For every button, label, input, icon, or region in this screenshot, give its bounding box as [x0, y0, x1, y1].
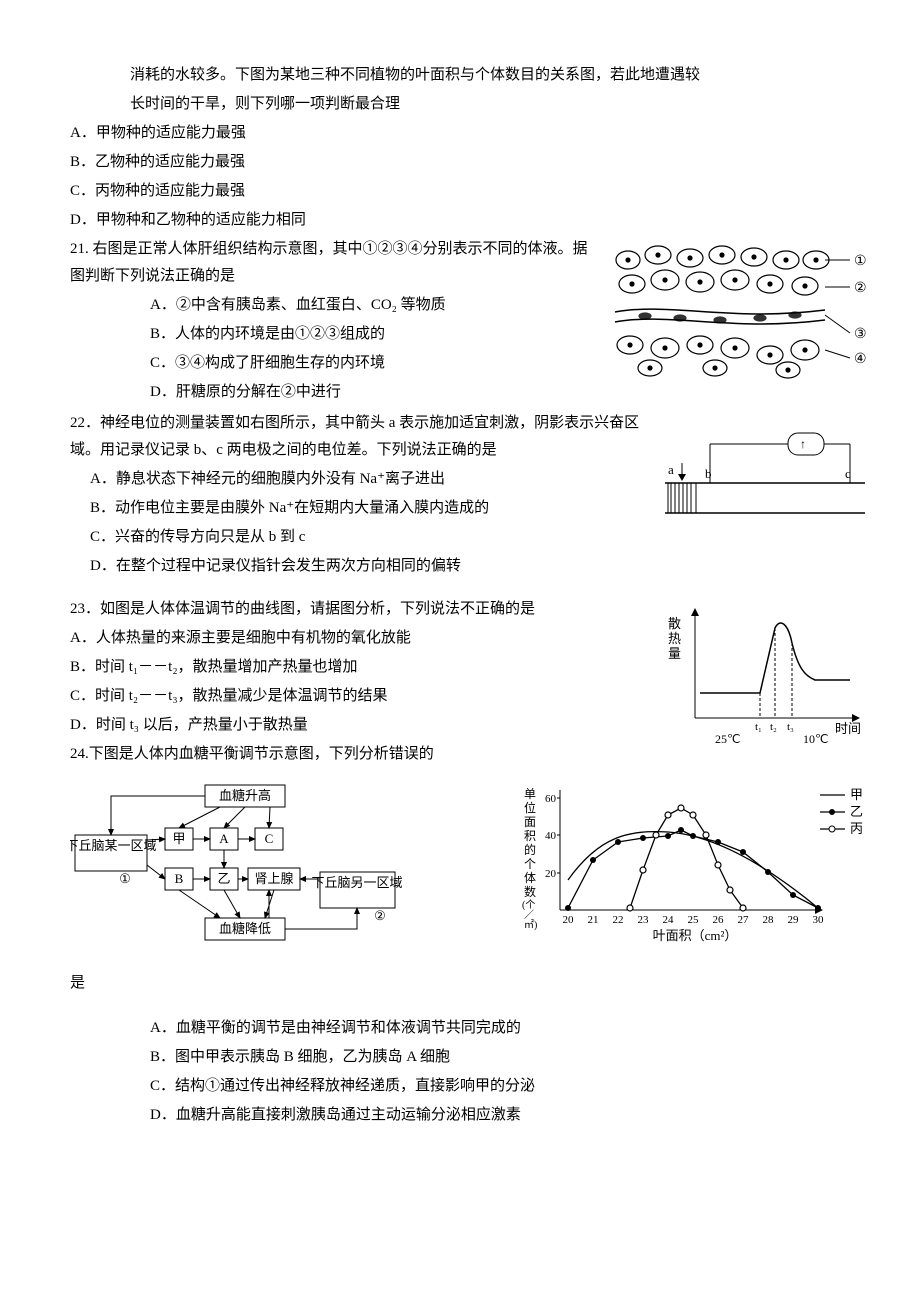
svg-text:血糖升高: 血糖升高: [219, 788, 271, 803]
q22-meter-arrow: ↑: [800, 437, 806, 451]
svg-text:29: 29: [788, 914, 800, 926]
svg-text:单: 单: [524, 787, 536, 801]
svg-text:21: 21: [588, 914, 599, 926]
q23-y3: 量: [668, 646, 681, 661]
q23-t3: t₃: [787, 721, 794, 733]
q22-figure: ↑ a b c: [660, 428, 870, 538]
q22-label-b: b: [705, 466, 712, 481]
svg-text:C: C: [265, 831, 274, 846]
svg-text:血糖降低: 血糖降低: [219, 921, 271, 936]
q22-option-D: D．在整个过程中记录仪指针会发生两次方向相同的偏转: [70, 553, 870, 580]
svg-text:肾上腺: 肾上腺: [254, 871, 293, 886]
q24-option-C: C．结构①通过传出神经释放神经递质，直接影响甲的分泌: [70, 1073, 870, 1100]
q20-option-A: A．甲物种的适应能力最强: [70, 120, 870, 147]
svg-text:面: 面: [524, 815, 536, 829]
q22-label-c: c: [845, 466, 851, 481]
svg-text:下丘脑另一区域: 下丘脑另一区域: [311, 875, 402, 890]
q20-stem-line2: 长时间的干旱，则下列哪一项判断最合理: [130, 91, 870, 118]
svg-text:②: ②: [374, 908, 386, 923]
q24-option-B: B．图中甲表示胰岛 B 细胞，乙为胰岛 A 细胞: [70, 1044, 870, 1071]
svg-text:23: 23: [638, 914, 650, 926]
q20-option-D: D．甲物种和乙物种的适应能力相同: [70, 207, 870, 234]
q23-t2: t₂: [770, 721, 777, 733]
svg-text:26: 26: [713, 914, 725, 926]
svg-text:乙: 乙: [217, 871, 230, 886]
svg-text:①: ①: [119, 871, 131, 886]
svg-text:体: 体: [524, 871, 536, 885]
q21-label-2: ②: [854, 281, 867, 296]
svg-text:30: 30: [813, 914, 825, 926]
q21-figure: ① ② ③ ④: [610, 240, 870, 390]
q24-option-D: D．血糖升高能直接刺激胰岛通过主动运输分泌相应激素: [70, 1102, 870, 1129]
svg-text:积: 积: [524, 829, 536, 843]
q20-option-B: B．乙物种的适应能力最强: [70, 149, 870, 176]
svg-text:20: 20: [563, 914, 575, 926]
svg-text:㎡): ㎡): [524, 919, 537, 931]
svg-text:个: 个: [524, 857, 536, 871]
q20-stem-line1: 消耗的水较多。下图为某地三种不同植物的叶面积与个体数目的关系图，若此地遭遇较: [130, 62, 870, 89]
svg-text:27: 27: [738, 914, 750, 926]
q20-option-C: C．丙物种的适应能力最强: [70, 178, 870, 205]
svg-text:25: 25: [688, 914, 700, 926]
q23-figure: 散 热 量 t₁ t₂ t₃ 25℃ 10℃ 时间: [660, 598, 870, 758]
svg-text:B: B: [175, 871, 184, 886]
svg-text:24: 24: [663, 914, 675, 926]
q22-label-a: a: [668, 462, 674, 477]
q24-leaf-chart: 单 位 面 积 的 个 体 数 (个 ／ ㎡) 60 40 20 20 2: [520, 780, 870, 960]
q21-label-3: ③: [854, 327, 867, 342]
q23-xlabel: 时间: [835, 721, 861, 736]
svg-text:下丘脑某一区域: 下丘脑某一区域: [70, 838, 157, 853]
svg-text:28: 28: [763, 914, 775, 926]
svg-text:叶面积（cm²）: 叶面积（cm²）: [653, 928, 738, 943]
svg-text:位: 位: [524, 800, 536, 815]
svg-text:的: 的: [524, 842, 536, 857]
q24-option-A: A．血糖平衡的调节是由神经调节和体液调节共同完成的: [70, 1015, 870, 1042]
svg-text:60: 60: [545, 793, 557, 805]
svg-text:40: 40: [545, 830, 557, 842]
q23-y1: 散: [668, 616, 681, 631]
q23-y2: 热: [668, 631, 681, 646]
svg-text:丙: 丙: [850, 821, 863, 836]
q21-label-4: ④: [854, 352, 867, 367]
svg-text:20: 20: [545, 868, 557, 880]
svg-text:甲: 甲: [172, 831, 185, 846]
q24-stem-end: 是: [70, 970, 870, 997]
svg-text:乙: 乙: [850, 804, 863, 819]
q24-flow-diagram: 血糖升高 下丘脑某一区域 ① 甲 A C B 乙 肾上腺: [70, 780, 410, 960]
q23-t1: t₁: [755, 721, 762, 733]
q21-label-1: ①: [854, 254, 867, 269]
svg-text:22: 22: [613, 914, 624, 926]
q23-temp2: 10℃: [803, 732, 828, 746]
svg-text:A: A: [219, 831, 229, 846]
q23-temp1: 25℃: [715, 732, 740, 746]
svg-text:数: 数: [524, 884, 536, 899]
svg-text:甲: 甲: [850, 787, 863, 802]
